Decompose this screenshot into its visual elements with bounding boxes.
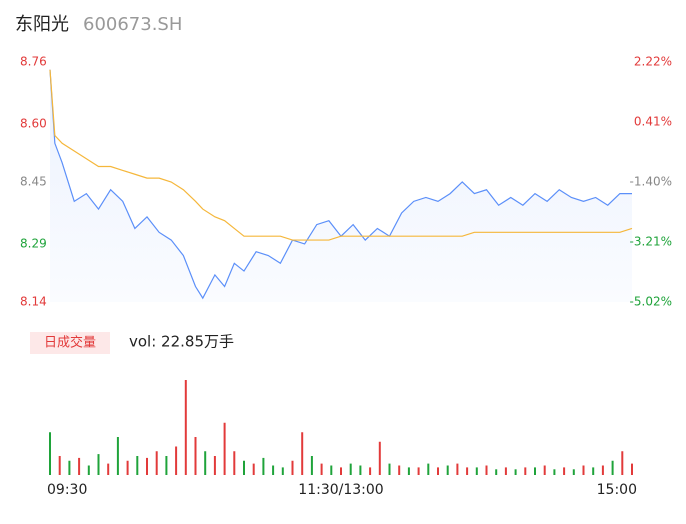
- y-tick-label: 8.14: [20, 295, 47, 309]
- volume-bar: [252, 463, 255, 475]
- volume-bar: [87, 465, 90, 475]
- y-tick-label: 8.76: [20, 55, 47, 69]
- volume-bar: [204, 451, 207, 475]
- volume-bar: [611, 460, 614, 475]
- volume-bar: [146, 457, 148, 475]
- volume-bar: [388, 463, 391, 475]
- volume-bar: [126, 460, 129, 475]
- volume-bar: [398, 465, 401, 475]
- y2-tick-label: -5.02%: [630, 295, 672, 309]
- volume-bar: [340, 467, 342, 475]
- volume-bar: [446, 465, 449, 475]
- y2-tick-label: 2.22%: [634, 55, 672, 69]
- volume-bar: [466, 467, 469, 475]
- volume-bar: [155, 451, 158, 475]
- volume-bar: [262, 457, 265, 475]
- volume-bar: [165, 456, 168, 475]
- volume-bar: [369, 467, 372, 475]
- x-tick-label: 09:30: [47, 482, 87, 498]
- volume-bar: [175, 446, 178, 475]
- x-tick-label: 11:30/13:00: [298, 482, 383, 498]
- volume-bar: [213, 456, 216, 475]
- volume-bar: [378, 441, 381, 475]
- y2-tick-label: -3.21%: [630, 235, 672, 249]
- volume-bar: [291, 460, 294, 475]
- volume-bar: [621, 451, 624, 475]
- volume-bar: [534, 467, 536, 475]
- volume-bar: [330, 465, 333, 475]
- y-tick-label: 8.45: [20, 175, 47, 189]
- volume-bar: [233, 451, 236, 475]
- volume-bar: [563, 467, 566, 475]
- price-line: [49, 69, 632, 300]
- volume-bar: [349, 463, 352, 475]
- volume-bar: [97, 454, 100, 475]
- stock-code: 600673.SH: [83, 14, 182, 35]
- volume-bar: [359, 465, 362, 475]
- volume-bar: [437, 467, 439, 475]
- volume-bar: [475, 467, 478, 475]
- volume-bar: [58, 456, 61, 475]
- volume-bar: [223, 422, 226, 475]
- volume-bar: [49, 432, 51, 475]
- volume-bar: [592, 467, 595, 475]
- volume-bar: [504, 467, 507, 475]
- volume-bar: [553, 469, 556, 475]
- volume-bar: [456, 463, 459, 475]
- volume-bar: [310, 456, 313, 475]
- volume-bar: [582, 465, 585, 475]
- volume-bar: [243, 460, 245, 475]
- volume-bar: [78, 457, 81, 475]
- volume-bar: [485, 465, 488, 475]
- volume-bar: [194, 437, 197, 475]
- volume-bar: [631, 463, 633, 475]
- average-line: [49, 69, 633, 241]
- volume-bar: [107, 463, 110, 475]
- volume-bar: [601, 465, 604, 475]
- volume-bar: [417, 467, 420, 475]
- volume-bar: [407, 467, 410, 475]
- volume-bar: [301, 432, 304, 475]
- stock-name: 东阳光: [15, 14, 69, 35]
- x-tick-label: 15:00: [597, 482, 637, 498]
- volume-bar: [495, 469, 498, 475]
- volume-bar: [68, 460, 71, 475]
- volume-total: vol: 22.85万手: [129, 333, 234, 351]
- y-tick-label: 8.29: [20, 236, 47, 250]
- volume-bar: [514, 469, 517, 475]
- volume-tab-label[interactable]: 日成交量: [44, 335, 96, 351]
- price-area: [50, 69, 632, 302]
- volume-bar: [524, 467, 527, 475]
- y-tick-label: 8.60: [20, 116, 47, 130]
- y2-tick-label: 0.41%: [634, 115, 672, 129]
- volume-bar: [572, 469, 575, 475]
- y2-tick-label: -1.40%: [630, 175, 672, 189]
- volume-bar: [272, 465, 275, 475]
- volume-bar: [281, 467, 284, 475]
- volume-bar: [543, 465, 546, 475]
- volume-tab[interactable]: [30, 332, 110, 354]
- volume-bar: [427, 463, 430, 475]
- volume-bar: [184, 380, 187, 475]
- volume-bar: [320, 463, 323, 475]
- volume-bar: [116, 437, 119, 475]
- volume-bar: [136, 456, 139, 475]
